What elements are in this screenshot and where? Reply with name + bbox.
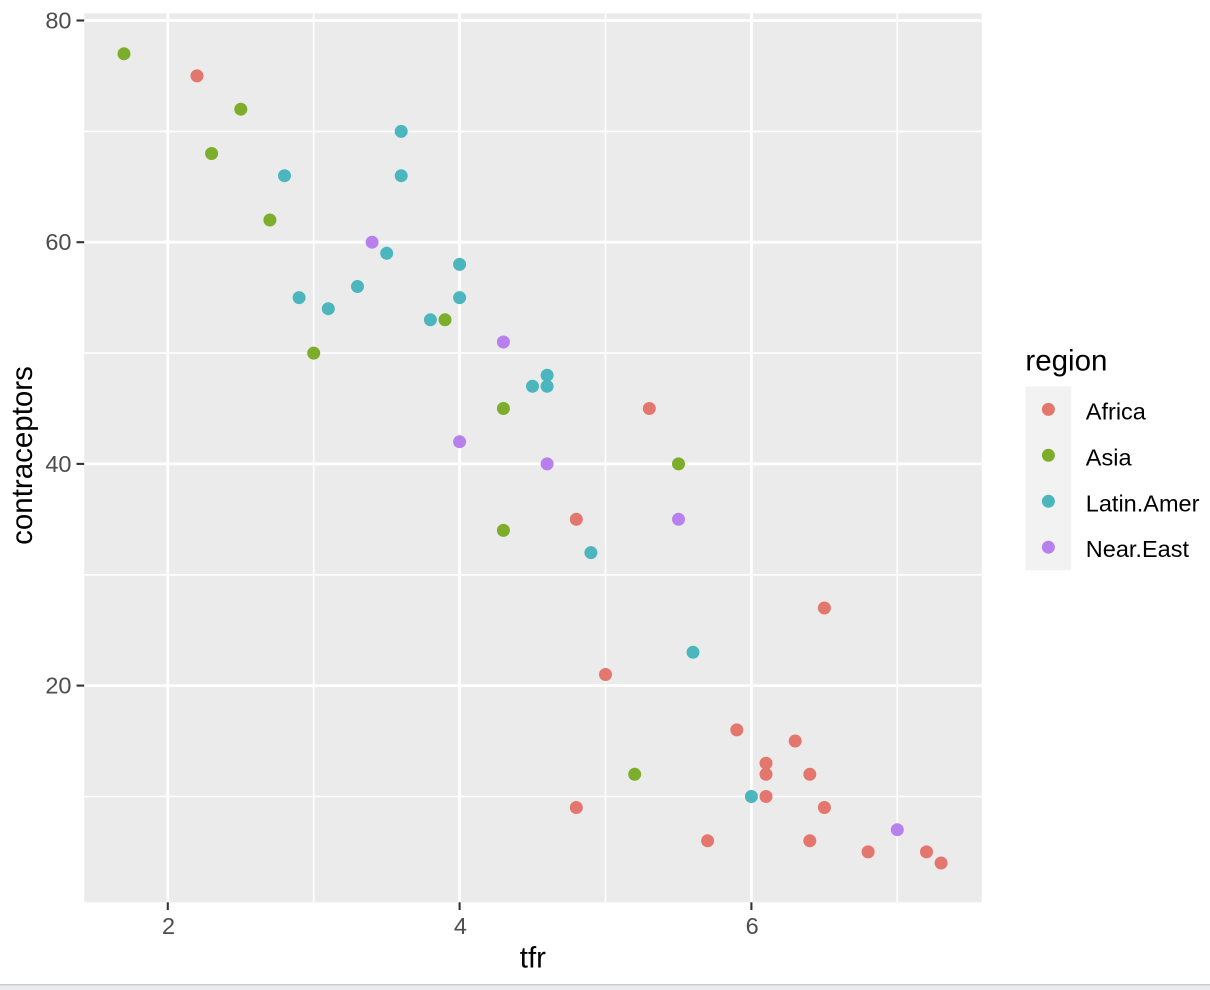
svg-text:4: 4 <box>454 913 467 939</box>
svg-text:Asia: Asia <box>1086 444 1133 470</box>
svg-text:Near.East: Near.East <box>1086 536 1190 562</box>
svg-text:Africa: Africa <box>1086 398 1147 424</box>
svg-text:region: region <box>1025 345 1107 378</box>
svg-text:40: 40 <box>45 451 71 477</box>
svg-text:2: 2 <box>162 913 175 939</box>
svg-text:contraceptors: contraceptors <box>6 366 39 545</box>
svg-text:tfr: tfr <box>520 942 546 975</box>
svg-text:20: 20 <box>45 673 71 699</box>
svg-text:80: 80 <box>45 8 71 34</box>
svg-text:Latin.Amer: Latin.Amer <box>1086 490 1200 516</box>
svg-text:6: 6 <box>746 913 759 939</box>
svg-text:60: 60 <box>45 229 71 255</box>
